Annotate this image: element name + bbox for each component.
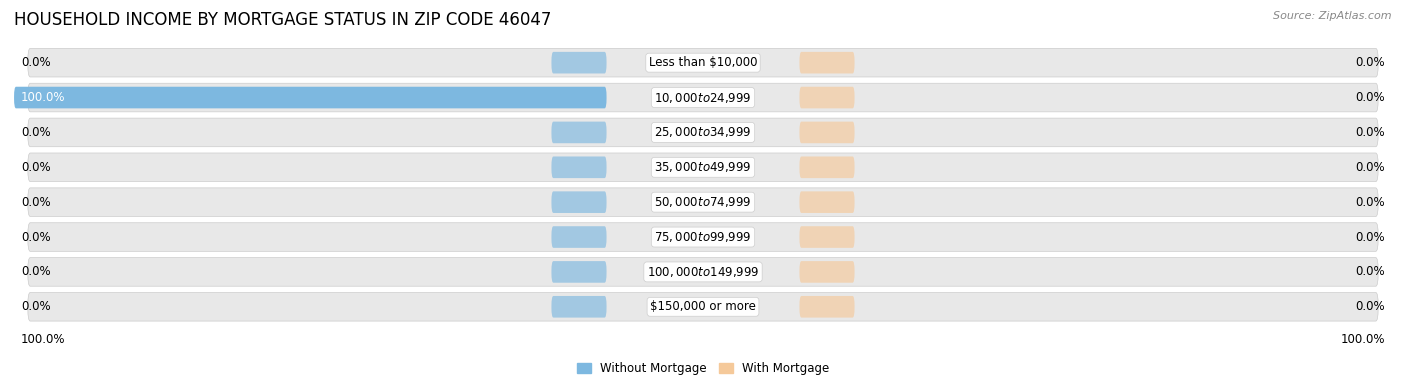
FancyBboxPatch shape — [551, 52, 606, 74]
FancyBboxPatch shape — [28, 293, 1378, 321]
FancyBboxPatch shape — [14, 87, 606, 108]
FancyBboxPatch shape — [28, 153, 1378, 182]
Text: 0.0%: 0.0% — [1355, 91, 1385, 104]
Text: 0.0%: 0.0% — [1355, 231, 1385, 244]
Text: $75,000 to $99,999: $75,000 to $99,999 — [654, 230, 752, 244]
Text: 100.0%: 100.0% — [21, 333, 66, 346]
Text: 0.0%: 0.0% — [21, 126, 51, 139]
FancyBboxPatch shape — [28, 48, 1378, 77]
FancyBboxPatch shape — [800, 87, 855, 108]
Text: 100.0%: 100.0% — [21, 91, 66, 104]
Text: $10,000 to $24,999: $10,000 to $24,999 — [654, 90, 752, 104]
Text: 0.0%: 0.0% — [1355, 196, 1385, 208]
FancyBboxPatch shape — [800, 261, 855, 283]
Text: 0.0%: 0.0% — [21, 265, 51, 278]
Legend: Without Mortgage, With Mortgage: Without Mortgage, With Mortgage — [572, 357, 834, 377]
Text: $150,000 or more: $150,000 or more — [650, 300, 756, 313]
FancyBboxPatch shape — [551, 156, 606, 178]
FancyBboxPatch shape — [551, 261, 606, 283]
Text: 0.0%: 0.0% — [21, 161, 51, 174]
FancyBboxPatch shape — [800, 156, 855, 178]
Text: $50,000 to $74,999: $50,000 to $74,999 — [654, 195, 752, 209]
FancyBboxPatch shape — [551, 226, 606, 248]
FancyBboxPatch shape — [800, 296, 855, 317]
FancyBboxPatch shape — [28, 257, 1378, 286]
FancyBboxPatch shape — [800, 122, 855, 143]
Text: 0.0%: 0.0% — [1355, 265, 1385, 278]
Text: 0.0%: 0.0% — [21, 231, 51, 244]
FancyBboxPatch shape — [28, 223, 1378, 251]
FancyBboxPatch shape — [800, 52, 855, 74]
Text: $35,000 to $49,999: $35,000 to $49,999 — [654, 160, 752, 174]
FancyBboxPatch shape — [28, 188, 1378, 216]
FancyBboxPatch shape — [800, 192, 855, 213]
Text: Source: ZipAtlas.com: Source: ZipAtlas.com — [1274, 11, 1392, 21]
Text: 0.0%: 0.0% — [1355, 161, 1385, 174]
FancyBboxPatch shape — [28, 83, 1378, 112]
Text: 0.0%: 0.0% — [21, 196, 51, 208]
Text: 0.0%: 0.0% — [1355, 126, 1385, 139]
Text: $100,000 to $149,999: $100,000 to $149,999 — [647, 265, 759, 279]
Text: $25,000 to $34,999: $25,000 to $34,999 — [654, 126, 752, 139]
FancyBboxPatch shape — [551, 296, 606, 317]
FancyBboxPatch shape — [551, 122, 606, 143]
Text: 100.0%: 100.0% — [1340, 333, 1385, 346]
FancyBboxPatch shape — [800, 226, 855, 248]
Text: 0.0%: 0.0% — [1355, 56, 1385, 69]
Text: Less than $10,000: Less than $10,000 — [648, 56, 758, 69]
Text: 0.0%: 0.0% — [21, 300, 51, 313]
FancyBboxPatch shape — [28, 118, 1378, 147]
Text: 0.0%: 0.0% — [21, 56, 51, 69]
FancyBboxPatch shape — [551, 192, 606, 213]
Text: HOUSEHOLD INCOME BY MORTGAGE STATUS IN ZIP CODE 46047: HOUSEHOLD INCOME BY MORTGAGE STATUS IN Z… — [14, 11, 551, 29]
Text: 0.0%: 0.0% — [1355, 300, 1385, 313]
